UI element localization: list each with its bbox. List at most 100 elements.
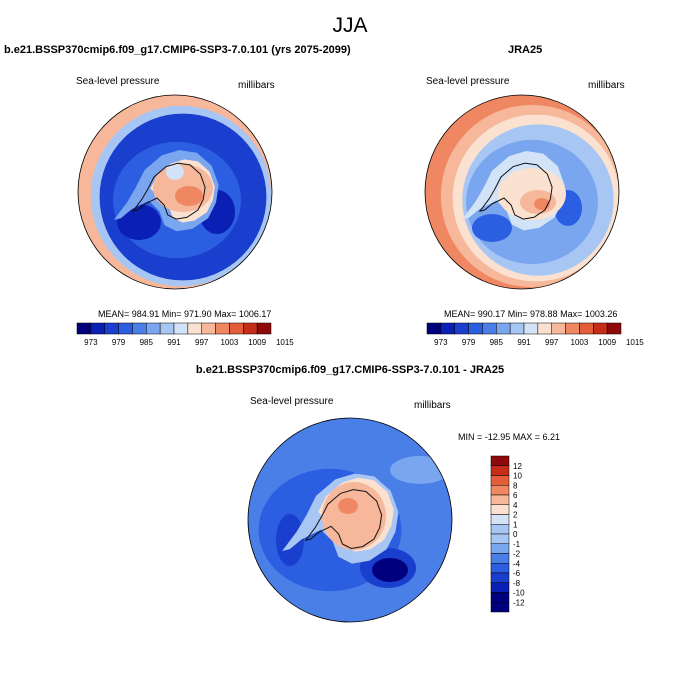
panel-obs-colorbar-swatch bbox=[551, 322, 566, 335]
panel-diff-neg-core bbox=[360, 548, 416, 588]
panel-model-inner-belt bbox=[112, 141, 242, 259]
panel-obs-colorbar-swatch bbox=[606, 322, 622, 335]
panel-model-plateau-edge bbox=[150, 159, 215, 223]
panel-model-colorbar-swatch bbox=[187, 322, 202, 335]
panel-model-colorbar-swatch bbox=[76, 322, 92, 335]
panel-diff-base bbox=[248, 418, 452, 622]
panel-model-stats: MEAN= 984.91 Min= 971.90 Max= 1006.17 bbox=[98, 309, 272, 319]
panel-model-high bbox=[175, 186, 203, 206]
panel-diff-colorbar-tick-label: -12 bbox=[513, 598, 525, 607]
panel-obs-stats: MEAN= 990.17 Min= 978.88 Max= 1003.26 bbox=[444, 309, 618, 319]
panel-model-variable-label: Sea-level pressure bbox=[76, 76, 160, 87]
panel-obs-colorbar-tick-label: 973 bbox=[434, 338, 448, 347]
panel-diff-colorbar-tick-label: -1 bbox=[513, 540, 521, 549]
panel-diff-coastline bbox=[304, 489, 383, 550]
panel-diff-map-border bbox=[247, 417, 453, 623]
panel-model-plateau bbox=[153, 164, 213, 212]
panel-obs-variable-label: Sea-level pressure bbox=[426, 76, 510, 87]
panel-diff-colorbar-swatch bbox=[490, 485, 510, 496]
panel-model-outer-ring bbox=[78, 95, 272, 289]
panel-diff-colorbar-swatch bbox=[490, 572, 510, 583]
panel-obs-colorbar-swatch bbox=[509, 322, 525, 335]
panel-diff-colorbar-tick-label: 1 bbox=[513, 520, 518, 529]
panel-diff-colorbar-swatch bbox=[490, 514, 510, 525]
panel-obs-colorbar-tick-label: 979 bbox=[462, 338, 476, 347]
panel-diff-colorbar-tick-label: 10 bbox=[513, 472, 522, 481]
panel-diff-colorbar-swatch bbox=[490, 553, 510, 564]
panel-obs-ring-3 bbox=[452, 114, 619, 282]
panel-diff-neg-west bbox=[276, 514, 304, 566]
panel-diff-stats: MIN = -12.95 MAX = 6.21 bbox=[458, 432, 561, 442]
panel-obs-colorbar-swatch bbox=[565, 322, 580, 335]
panel-model-map-border bbox=[77, 94, 273, 290]
panel-model-colorbar-tick-label: 979 bbox=[112, 338, 126, 347]
panel-obs-colorbar-swatch bbox=[593, 322, 608, 335]
panel-model-dome bbox=[166, 164, 184, 180]
panel-obs-colorbar-swatch bbox=[482, 322, 497, 335]
panel-diff-pos-core bbox=[322, 482, 386, 550]
panel-model-colorbar-swatch bbox=[104, 322, 119, 335]
figure-title: JJA bbox=[332, 14, 368, 37]
panel-obs-colorbar-tick-label: 1009 bbox=[598, 338, 616, 347]
panel-model-colorbar-swatch bbox=[173, 322, 189, 335]
panel-model-band bbox=[90, 105, 272, 287]
panel-model-coastline bbox=[131, 162, 206, 220]
panel-obs-colorbar-swatch bbox=[523, 322, 539, 335]
panel-obs-ring-2 bbox=[440, 104, 619, 288]
panel-diff-colorbar-tick-label: 12 bbox=[513, 462, 522, 471]
panel-diff-colorbar-swatch bbox=[490, 582, 510, 593]
panel-diff-title: b.e21.BSSP370cmip6.f09_g17.CMIP6-SSP3-7.… bbox=[195, 364, 505, 376]
panel-model-colorbar-tick-label: 997 bbox=[195, 338, 209, 347]
panel-obs-low-2 bbox=[554, 190, 582, 226]
panel-model-colorbar-tick-label: 1009 bbox=[248, 338, 266, 347]
panel-obs-map-border bbox=[424, 94, 620, 290]
panel-diff-units-label: millibars bbox=[414, 400, 451, 411]
panel-obs-colorbar-tick-label: 997 bbox=[545, 338, 559, 347]
panel-model-title: b.e21.BSSP370cmip6.f09_g17.CMIP6-SSP3-7.… bbox=[4, 44, 351, 56]
panel-obs-colorbar-swatch bbox=[468, 322, 483, 335]
panel-model-colorbar-swatch bbox=[90, 322, 105, 335]
panel-diff-colorbar-swatch bbox=[490, 592, 510, 603]
panel-model-units-label: millibars bbox=[238, 80, 275, 91]
panel-diff-colorbar-tick-label: -6 bbox=[513, 569, 521, 578]
panel-model-colorbar-tick-label: 985 bbox=[140, 338, 154, 347]
panel-diff-field bbox=[248, 418, 452, 622]
panel-obs-colorbar-swatch bbox=[440, 322, 455, 335]
panel-obs-colorbar-tick-label: 1015 bbox=[626, 338, 644, 347]
panel-model-colorbar-swatch bbox=[146, 322, 161, 335]
panel-diff-colorbar-swatch bbox=[490, 504, 510, 515]
panel-model-colorbar-swatch bbox=[132, 322, 147, 335]
panel-model-colorbar-swatch bbox=[243, 322, 258, 335]
panel-model-field bbox=[78, 95, 272, 289]
panel-model-colorbar-swatch bbox=[118, 322, 133, 335]
panel-diff-colorbar-swatch bbox=[490, 455, 510, 466]
panel-obs-units-label: millibars bbox=[588, 80, 625, 91]
panel-diff-colorbar-tick-label: -2 bbox=[513, 550, 521, 559]
panel-model-colorbar-swatch bbox=[215, 322, 230, 335]
panel-model-deep-low-2 bbox=[199, 190, 235, 234]
panel-diff-colorbar-tick-label: 8 bbox=[513, 481, 518, 490]
panel-obs-colorbar-swatch bbox=[579, 322, 594, 335]
panel-obs-colorbar-tick-label: 985 bbox=[490, 338, 504, 347]
panel-diff-pos-max bbox=[338, 498, 358, 514]
panel-model-colorbar-swatch bbox=[256, 322, 272, 335]
panel-obs-coast-band bbox=[462, 151, 565, 231]
panel-model-colorbar-swatch bbox=[229, 322, 244, 335]
panel-obs-high bbox=[520, 190, 556, 214]
panel-diff-pos-band bbox=[318, 477, 394, 552]
panel-diff-colorbar-swatch bbox=[490, 602, 510, 613]
panel-obs-title: JRA25 bbox=[508, 44, 543, 56]
panel-obs-colorbar-swatch bbox=[496, 322, 511, 335]
panel-obs-coastline bbox=[478, 162, 553, 220]
panel-diff-colorbar-swatch bbox=[490, 494, 510, 505]
panel-diff-colorbar-swatch bbox=[490, 563, 510, 574]
panel-diff-neg-min bbox=[372, 558, 408, 582]
panel-model-colorbar-swatch bbox=[159, 322, 175, 335]
panel-model-colorbar-tick-label: 1003 bbox=[221, 338, 239, 347]
panel-diff-neg-band bbox=[258, 468, 402, 592]
panel-obs-belt bbox=[466, 139, 598, 265]
